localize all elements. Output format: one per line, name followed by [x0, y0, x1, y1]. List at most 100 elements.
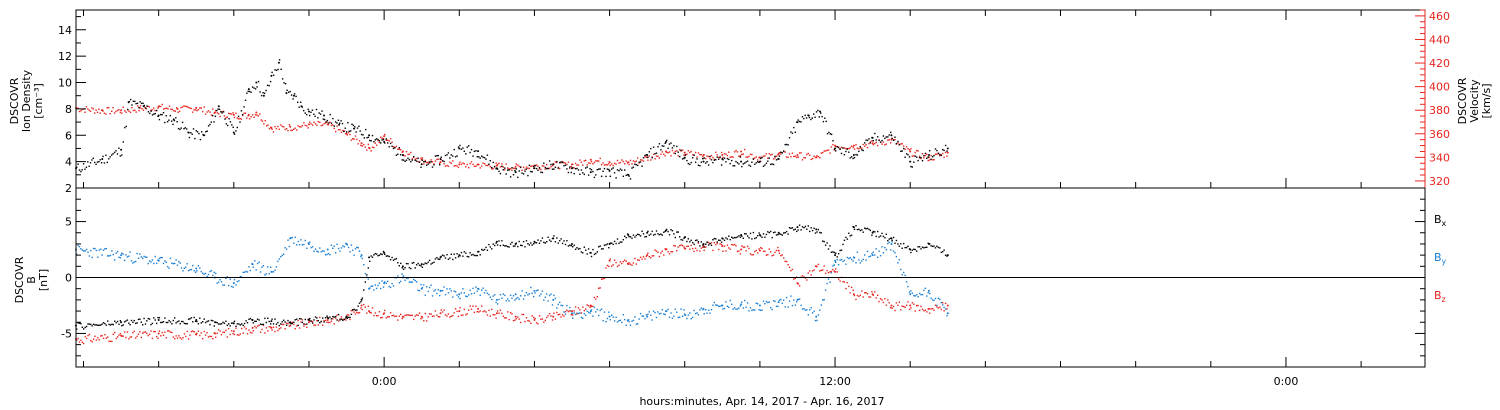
- velocity-point: [677, 155, 679, 157]
- velocity-point: [823, 150, 825, 152]
- by-point: [265, 273, 267, 275]
- density-point: [580, 169, 583, 171]
- velocity-point: [352, 138, 354, 140]
- density-point: [475, 150, 477, 152]
- density-point: [405, 159, 408, 161]
- bz-point: [114, 331, 116, 334]
- density-point: [596, 169, 598, 171]
- bx-point: [520, 244, 522, 246]
- density-point: [551, 168, 554, 170]
- bz-point: [605, 267, 607, 269]
- bz-point: [375, 315, 378, 317]
- by-point: [398, 282, 400, 284]
- velocity-point: [570, 165, 572, 168]
- bx-point: [598, 246, 600, 248]
- bx-point: [904, 246, 906, 249]
- bz-point: [921, 308, 924, 310]
- velocity-point: [259, 113, 261, 115]
- bz-point: [903, 305, 905, 308]
- by-point: [111, 250, 113, 252]
- by-anchor: [289, 237, 292, 240]
- by-point: [882, 252, 885, 254]
- bx-point: [791, 227, 794, 229]
- bz-point: [934, 304, 937, 306]
- bz-point: [809, 270, 811, 272]
- by-point: [428, 286, 431, 289]
- velocity-point: [858, 148, 860, 150]
- velocity-point: [803, 157, 805, 159]
- bx-point: [174, 317, 176, 319]
- density-point: [389, 142, 392, 145]
- velocity-point: [733, 151, 736, 153]
- bx-point: [175, 322, 177, 324]
- bz-point: [97, 337, 99, 339]
- velocity-point: [112, 107, 114, 109]
- bz-point: [652, 255, 655, 257]
- velocity-point: [106, 107, 108, 109]
- density-point: [759, 157, 762, 160]
- bz-point: [859, 294, 861, 296]
- bz-point: [304, 323, 306, 326]
- bx-point: [434, 258, 437, 260]
- velocity-point: [589, 162, 591, 165]
- density-point: [162, 112, 165, 114]
- density-point: [901, 150, 903, 152]
- bx-point: [121, 325, 123, 327]
- bz-point: [206, 332, 208, 334]
- density-point: [183, 128, 185, 130]
- bz-point: [835, 268, 837, 270]
- by-point: [81, 249, 83, 251]
- bx-point: [608, 247, 610, 249]
- density-point: [676, 145, 678, 148]
- bz-point: [598, 287, 600, 289]
- bz-point: [576, 313, 578, 315]
- density-point: [426, 164, 428, 166]
- density-point: [875, 139, 877, 141]
- velocity-point: [481, 165, 483, 167]
- density-point: [402, 159, 405, 161]
- velocity-point: [670, 155, 672, 157]
- bx-point: [715, 238, 717, 240]
- bz-point: [139, 331, 141, 333]
- bz-point: [621, 262, 623, 265]
- density-point: [370, 140, 372, 142]
- bx-point: [836, 256, 838, 258]
- bz-point: [115, 337, 117, 340]
- bx-point: [283, 319, 285, 321]
- by-point: [414, 279, 416, 282]
- bx-point: [375, 253, 378, 255]
- bx-point: [673, 233, 675, 235]
- bx-point: [270, 323, 272, 325]
- by-point: [901, 274, 903, 276]
- bz-point: [946, 308, 948, 310]
- by-point: [502, 293, 504, 295]
- density-point: [874, 132, 876, 135]
- bz-point: [650, 257, 652, 259]
- velocity-point: [884, 144, 886, 146]
- density-point: [712, 161, 714, 164]
- bx-point: [456, 253, 458, 255]
- by-point: [447, 292, 450, 294]
- bx-point: [923, 247, 925, 249]
- velocity-point: [800, 152, 802, 154]
- velocity-point: [674, 150, 676, 152]
- velocity-point: [683, 154, 685, 156]
- density-point: [256, 86, 258, 88]
- density-point: [181, 121, 184, 124]
- by-point: [288, 245, 291, 248]
- by-point: [871, 252, 873, 255]
- velocity-point: [615, 163, 617, 165]
- bx-point: [650, 233, 652, 235]
- bx-anchor: [890, 237, 893, 240]
- bz-point: [942, 302, 944, 304]
- by-point: [852, 260, 854, 262]
- bz-point: [679, 244, 681, 247]
- density-point: [499, 172, 502, 175]
- velocity-anchor: [815, 156, 818, 159]
- velocity-point: [732, 156, 734, 158]
- bz-point: [931, 307, 934, 310]
- density-point: [692, 157, 694, 159]
- velocity-point: [702, 155, 704, 158]
- density-point: [311, 109, 314, 111]
- density-point: [415, 160, 418, 162]
